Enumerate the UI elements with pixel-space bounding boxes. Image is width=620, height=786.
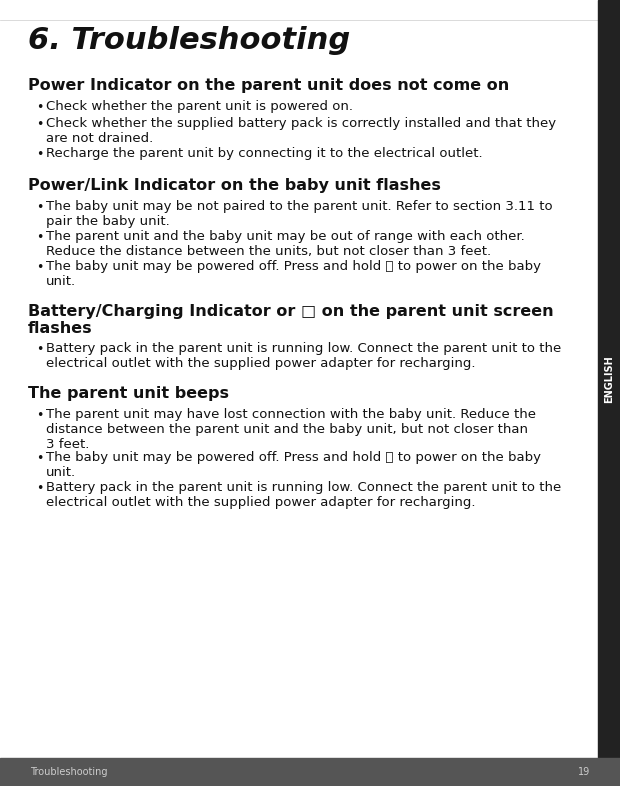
Text: •: • [36,261,43,274]
Text: The parent unit may have lost connection with the baby unit. Reduce the
distance: The parent unit may have lost connection… [46,408,536,451]
Text: The baby unit may be not paired to the parent unit. Refer to section 3.11 to
pai: The baby unit may be not paired to the p… [46,200,552,228]
Text: Battery/Charging Indicator or □ on the parent unit screen
flashes: Battery/Charging Indicator or □ on the p… [28,304,554,336]
Text: Check whether the supplied battery pack is correctly installed and that they
are: Check whether the supplied battery pack … [46,117,556,145]
Text: Recharge the parent unit by connecting it to the electrical outlet.: Recharge the parent unit by connecting i… [46,147,482,160]
Text: •: • [36,231,43,244]
Text: The baby unit may be powered off. Press and hold ⏻ to power on the baby
unit.: The baby unit may be powered off. Press … [46,451,541,479]
Text: •: • [36,201,43,214]
Text: Power Indicator on the parent unit does not come on: Power Indicator on the parent unit does … [28,78,509,93]
Text: The baby unit may be powered off. Press and hold ⏻ to power on the baby
unit.: The baby unit may be powered off. Press … [46,260,541,288]
Text: Battery pack in the parent unit is running low. Connect the parent unit to the
e: Battery pack in the parent unit is runni… [46,481,561,509]
Text: ENGLISH: ENGLISH [604,355,614,403]
Bar [0,758,620,786]
Text: The parent unit and the baby unit may be out of range with each other.
Reduce th: The parent unit and the baby unit may be… [46,230,525,258]
Text: •: • [36,118,43,131]
Text: •: • [36,409,43,422]
Text: Battery pack in the parent unit is running low. Connect the parent unit to the
e: Battery pack in the parent unit is runni… [46,342,561,370]
Text: •: • [36,343,43,356]
Text: Power/Link Indicator on the baby unit flashes: Power/Link Indicator on the baby unit fl… [28,178,441,193]
Text: Check whether the parent unit is powered on.: Check whether the parent unit is powered… [46,100,353,113]
Text: The parent unit beeps: The parent unit beeps [28,386,229,401]
Text: •: • [36,148,43,161]
Text: 19: 19 [578,767,590,777]
Text: •: • [36,482,43,495]
Text: Troubleshooting: Troubleshooting [30,767,107,777]
Text: •: • [36,452,43,465]
Text: 6. Troubleshooting: 6. Troubleshooting [28,26,350,55]
Text: •: • [36,101,43,114]
Bar [598,0,620,758]
